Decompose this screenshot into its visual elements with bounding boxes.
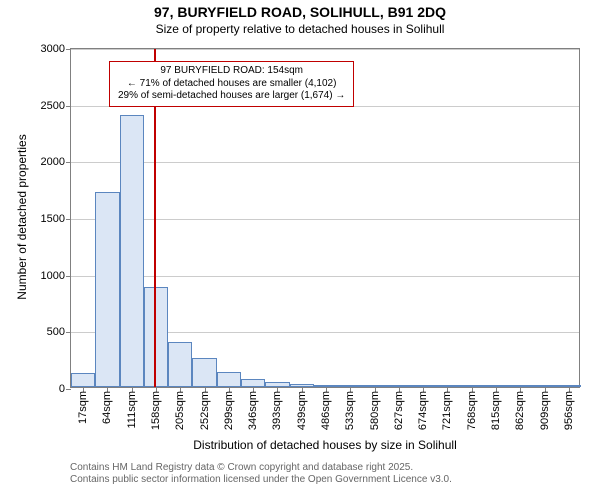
xtick-label: 346sqm (247, 391, 259, 430)
bar (217, 372, 241, 387)
xtick-label: 627sqm (393, 391, 405, 430)
xtick-label: 862sqm (514, 391, 526, 430)
plot-area: 97 BURYFIELD ROAD: 154sqm ← 71% of detac… (70, 48, 580, 388)
xtick-label: 64sqm (101, 391, 113, 424)
ytick-label: 500 (47, 326, 65, 338)
xtick-label: 205sqm (174, 391, 186, 430)
ytick-mark (66, 276, 71, 277)
xtick-label: 439sqm (296, 391, 308, 430)
bar (71, 373, 95, 387)
ytick-mark (66, 162, 71, 163)
footer: Contains HM Land Registry data © Crown c… (70, 462, 452, 486)
xtick-label: 111sqm (126, 391, 138, 429)
ytick-label: 1000 (41, 270, 65, 282)
ytick-mark (66, 332, 71, 333)
xtick-label: 674sqm (417, 391, 429, 430)
y-axis-label: Number of detached properties (15, 117, 29, 317)
xtick-label: 486sqm (320, 391, 332, 430)
xtick-label: 909sqm (539, 391, 551, 430)
ytick-label: 0 (59, 383, 65, 395)
bar (168, 342, 192, 387)
bar (192, 358, 216, 387)
xtick-label: 956sqm (563, 391, 575, 430)
annotation-line3: 29% of semi-detached houses are larger (… (118, 90, 345, 103)
chart-title-line1: 97, BURYFIELD ROAD, SOLIHULL, B91 2DQ (0, 4, 600, 20)
ytick-mark (66, 389, 71, 390)
xtick-label: 299sqm (223, 391, 235, 430)
ytick-mark (66, 219, 71, 220)
ytick-label: 2000 (41, 156, 65, 168)
xtick-label: 815sqm (490, 391, 502, 430)
xtick-label: 17sqm (77, 391, 89, 424)
annotation-box: 97 BURYFIELD ROAD: 154sqm ← 71% of detac… (109, 61, 354, 107)
ytick-label: 3000 (41, 43, 65, 55)
bar (95, 192, 119, 387)
ytick-mark (66, 49, 71, 50)
ytick-mark (66, 106, 71, 107)
xtick-label: 768sqm (466, 391, 478, 430)
footer-line2: Contains public sector information licen… (70, 474, 452, 486)
xtick-label: 580sqm (369, 391, 381, 430)
xtick-label: 533sqm (344, 391, 356, 430)
chart-title-line2: Size of property relative to detached ho… (0, 22, 600, 36)
chart-container: 97, BURYFIELD ROAD, SOLIHULL, B91 2DQ Si… (0, 0, 600, 500)
annotation-line1: 97 BURYFIELD ROAD: 154sqm (118, 65, 345, 78)
gridline (71, 162, 579, 163)
xtick-label: 158sqm (150, 391, 162, 430)
xtick-label: 721sqm (441, 391, 453, 430)
bar (241, 379, 265, 387)
x-axis-label: Distribution of detached houses by size … (70, 438, 580, 452)
gridline (71, 219, 579, 220)
gridline (71, 276, 579, 277)
ytick-label: 1500 (41, 213, 65, 225)
gridline (71, 49, 579, 50)
bar (120, 115, 144, 387)
footer-line1: Contains HM Land Registry data © Crown c… (70, 462, 452, 474)
xtick-label: 393sqm (271, 391, 283, 430)
annotation-line2: ← 71% of detached houses are smaller (4,… (118, 78, 345, 91)
xtick-label: 252sqm (199, 391, 211, 430)
ytick-label: 2500 (41, 100, 65, 112)
